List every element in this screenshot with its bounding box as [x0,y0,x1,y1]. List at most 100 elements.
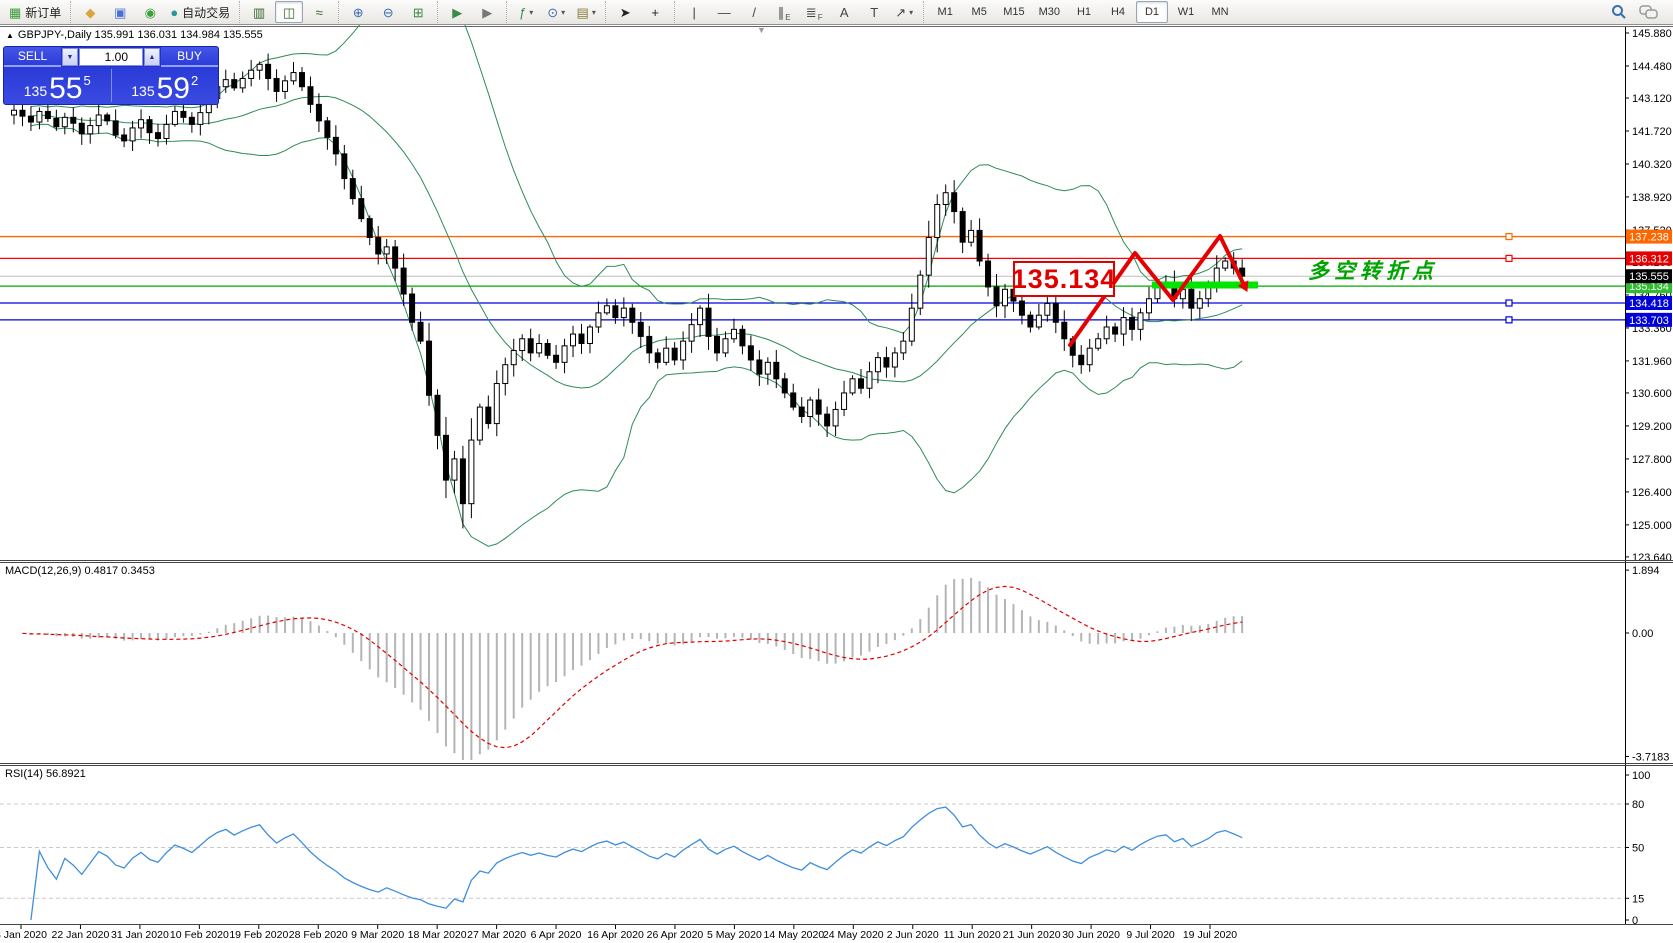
svg-text:10 Feb 2020: 10 Feb 2020 [170,929,229,941]
sell-price-pip: 5 [83,73,91,88]
svg-text:9 Mar 2020: 9 Mar 2020 [351,929,404,941]
svg-text:130.600: 130.600 [1632,388,1672,400]
buy-price-prefix: 135 [131,83,155,99]
volume-input[interactable]: 1.00 [79,48,143,66]
bar-chart-button[interactable]: ▥ [245,1,273,23]
tf-h1-button-label: H1 [1076,6,1092,18]
svg-text:145.880: 145.880 [1632,28,1672,40]
tf-m1-button-label: M1 [937,6,953,18]
svg-text:22 Jan 2020: 22 Jan 2020 [52,929,110,941]
svg-text:2 Jun 2020: 2 Jun 2020 [887,929,939,941]
shapes-button[interactable]: ↗ ▾ [890,1,918,23]
tf-m30-button-label: M30 [1038,6,1060,18]
collapse-panel-arrow-icon[interactable]: ▲ [6,31,14,40]
tf-m5-button[interactable]: M5 [963,1,995,23]
horizontal-line-button[interactable]: — [710,1,738,23]
buy-button[interactable]: BUY [161,47,218,67]
tf-m30-button[interactable]: M30 [1033,1,1066,23]
candles-layer [11,53,1246,529]
sell-price-prefix: 135 [23,83,48,99]
tile-windows-button[interactable]: ⊞ [404,1,432,23]
vertical-line-button[interactable]: | [680,1,708,23]
svg-text:28 Feb 2020: 28 Feb 2020 [289,929,348,941]
symbol-info: ▲ GBPJPY-,Daily 135.991 136.031 134.984 1… [6,29,263,41]
text-label-icon: T [870,4,879,20]
chevron-down-icon: ▾ [591,7,596,17]
price-axis[interactable] [1626,27,1673,924]
svg-text:21 Jun 2020: 21 Jun 2020 [1003,929,1061,941]
autotrading-button[interactable]: ● 自动交易 [166,1,234,23]
text-icon: A [839,4,849,20]
tf-w1-button[interactable]: W1 [1170,1,1202,23]
new-order-icon: ▦ [9,4,22,20]
svg-text:125.000: 125.000 [1632,520,1672,532]
text-button[interactable]: A [830,1,858,23]
volume-increase-button[interactable]: ▲ [144,48,160,66]
tile-windows-icon: ⊞ [412,4,424,20]
periods-button[interactable]: ⊙ ▾ [542,1,570,23]
tf-d1-button[interactable]: D1 [1136,1,1168,23]
auto-scroll-icon: ▶ [452,4,463,20]
tf-m15-button[interactable]: M15 [997,1,1030,23]
tf-mn-button-label: MN [1211,6,1229,18]
svg-text:15: 15 [1632,893,1644,905]
chart-shift-button[interactable]: ▶ [473,1,501,23]
svg-text:137.238: 137.238 [1629,232,1669,244]
symbol-ohlc-text: GBPJPY-,Daily 135.991 136.031 134.984 13… [17,29,263,41]
bar-chart-icon: ▥ [253,4,266,20]
templates-button[interactable]: ▤ ▾ [572,1,600,23]
zoom-out-button[interactable]: ⊖ [374,1,402,23]
volume-decrease-button[interactable]: ▼ [62,48,78,66]
svg-text:5 May 2020: 5 May 2020 [707,929,762,941]
tf-m1-button[interactable]: M1 [929,1,961,23]
sell-button[interactable]: SELL [4,47,61,67]
tf-h4-button[interactable]: H4 [1102,1,1134,23]
channel-icon: ∥ [777,4,785,20]
svg-text:26 Apr 2020: 26 Apr 2020 [647,929,704,941]
tf-h1-button[interactable]: H1 [1068,1,1100,23]
trendline-button[interactable]: / [740,1,768,23]
signals-button[interactable]: ◉ [136,1,164,23]
scroll-position-marker-icon[interactable]: ▼ [757,25,766,35]
line-chart-button[interactable]: ≈ [305,1,333,23]
sell-price-button[interactable]: 135 55 5 [4,67,111,104]
crosshair-button[interactable]: + [641,1,669,23]
time-axis[interactable] [0,925,1625,943]
toolbar-group: ▶ ▶ [437,1,506,23]
search-icon[interactable] [1611,4,1627,20]
toolbar-group: ▥ ◫ ≈ [239,1,338,23]
indicators-button[interactable]: ƒ ▾ [512,1,540,23]
svg-text:50: 50 [1632,843,1644,855]
favorites-button[interactable]: ◆ [76,1,104,23]
toolbar-group: M1 M5 M15 M30 H1 H4 D1 W1 MN [923,1,1241,23]
tf-mn-button[interactable]: MN [1204,1,1236,23]
svg-text:18 Mar 2020: 18 Mar 2020 [408,929,467,941]
price-annotation-box[interactable]: 135.134 [1012,261,1115,297]
chat-icon[interactable] [1639,4,1659,20]
fibonacci-button[interactable]: ≣ F [800,1,828,23]
buy-price-button[interactable]: 135 59 2 [112,67,219,104]
line-chart-icon: ≈ [315,4,323,20]
macd-layer: 1.894 0.00 -3.7183 [21,565,1669,763]
auto-scroll-button[interactable]: ▶ [443,1,471,23]
market-watch-button[interactable]: ▣ [106,1,134,23]
channel-button[interactable]: ∥ E [770,1,798,23]
chevron-down-icon: ▾ [909,7,914,17]
toolbar: ▦ 新订单 ◆ ▣ ◉ ● 自动交易 ▥ ◫ ≈ ⊕ ⊖ ⊞ ▶ ▶ ƒ ▾ ⊙ ▾ ▤ ▾ ➤ + | — / ∥ E ≣ F A T ↗ ▾ M… [0,0,1673,25]
text-label-button[interactable]: T [860,1,888,23]
zoom-in-button[interactable]: ⊕ [344,1,372,23]
svg-text:-3.7183: -3.7183 [1632,751,1669,763]
crosshair-icon: + [651,4,659,20]
svg-text:144.480: 144.480 [1632,61,1672,73]
zoom-out-icon: ⊖ [382,4,394,20]
svg-text:30 Jun 2020: 30 Jun 2020 [1062,929,1120,941]
toolbar-group: | — / ∥ E ≣ F A T ↗ ▾ [674,1,923,23]
new-order-button[interactable]: ▦ 新订单 [5,1,65,23]
candlestick-chart-button[interactable]: ◫ [275,1,304,23]
note-annotation-text[interactable]: 多空转折点 [1308,258,1438,283]
svg-text:24 May 2020: 24 May 2020 [823,929,884,941]
cursor-button[interactable]: ➤ [611,1,639,23]
periods-icon: ⊙ [547,4,559,20]
